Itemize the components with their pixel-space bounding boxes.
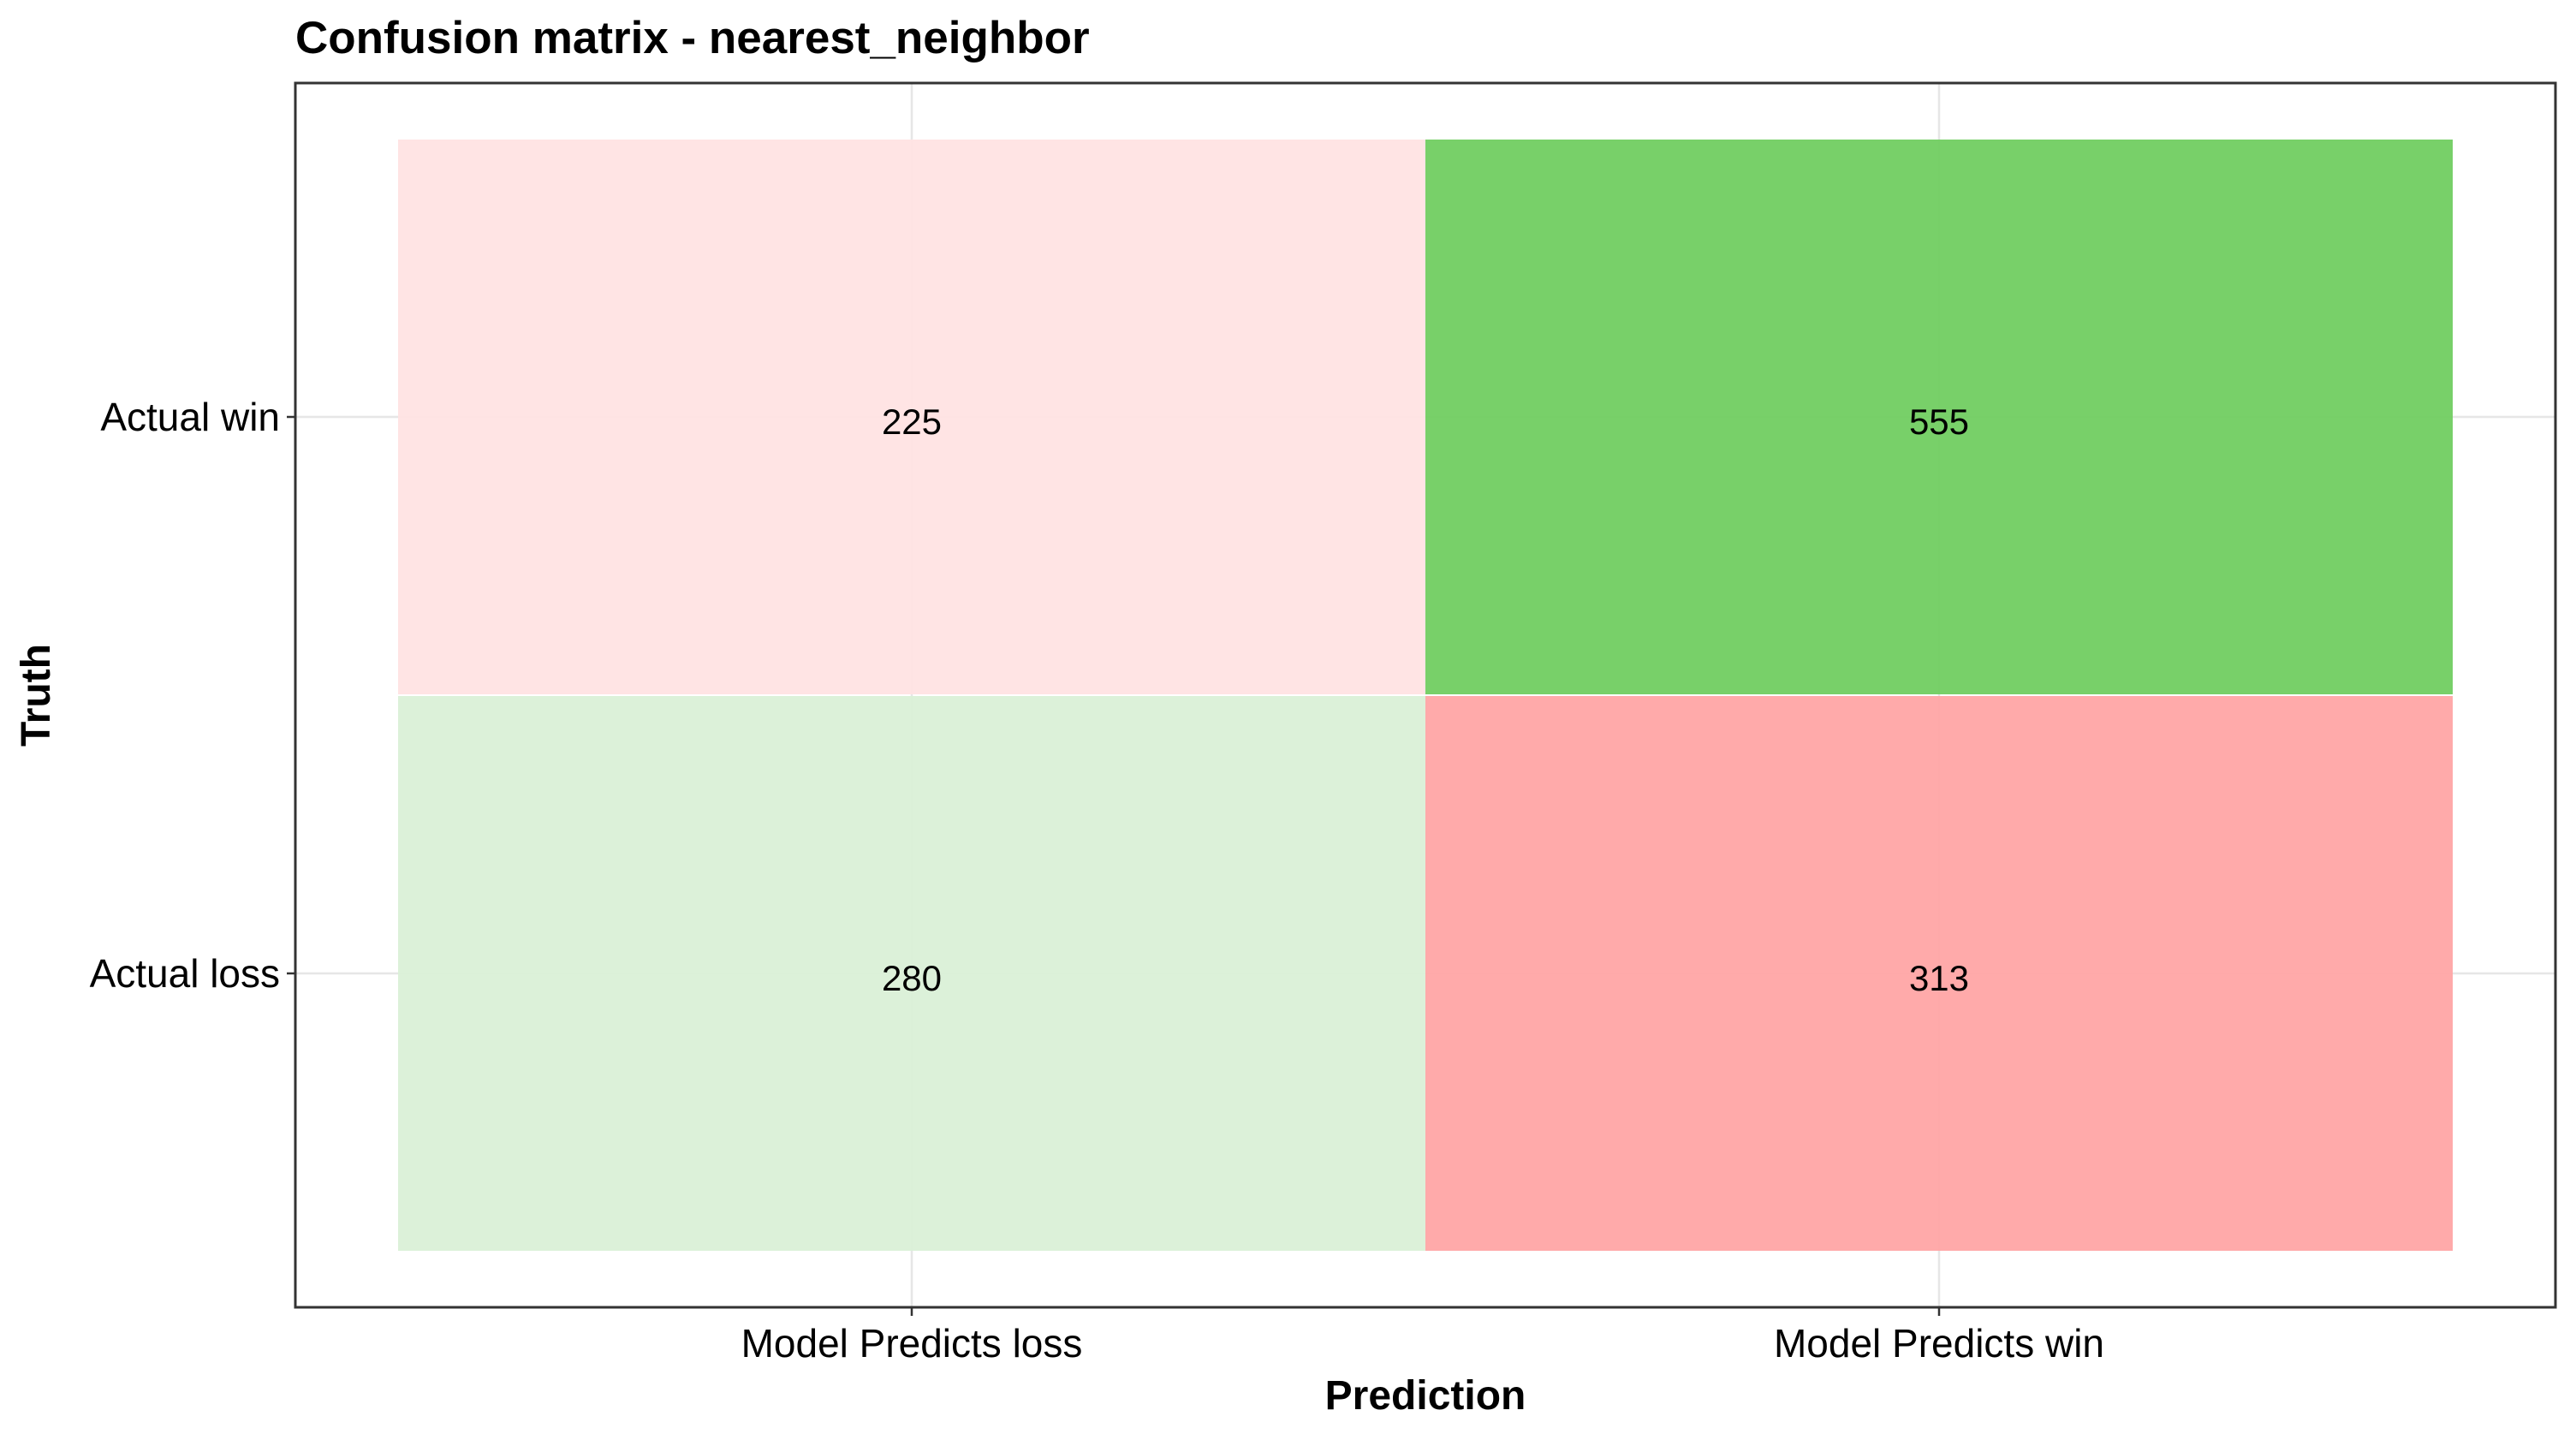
cell-value-label: 225 xyxy=(882,402,942,442)
tiles xyxy=(398,140,2453,1251)
tile xyxy=(1425,140,2453,694)
y-axis-title: Truth xyxy=(14,644,59,747)
tile xyxy=(398,696,1425,1251)
cell-value-label: 313 xyxy=(1909,958,1969,998)
tile xyxy=(1425,696,2453,1251)
plot-panel: 225 555 280 313 xyxy=(294,81,2557,1309)
chart-title: Confusion matrix - nearest_neighbor xyxy=(295,13,1090,63)
panel-border xyxy=(294,81,2557,1309)
x-tick-label: Model Predicts loss xyxy=(741,1321,1083,1366)
x-axis: Model Predicts loss Model Predicts win xyxy=(741,1307,2104,1366)
y-tick-label: Actual loss xyxy=(90,951,280,996)
cell-labels: 225 555 280 313 xyxy=(882,402,1969,998)
x-axis-title: Prediction xyxy=(1325,1373,1526,1419)
y-axis: Actual loss Actual win xyxy=(90,395,295,996)
y-tick-label: Actual win xyxy=(100,395,280,439)
tile xyxy=(398,140,1425,694)
cell-value-label: 555 xyxy=(1909,402,1969,442)
x-tick-label: Model Predicts win xyxy=(1774,1321,2104,1366)
cell-value-label: 280 xyxy=(882,958,942,998)
